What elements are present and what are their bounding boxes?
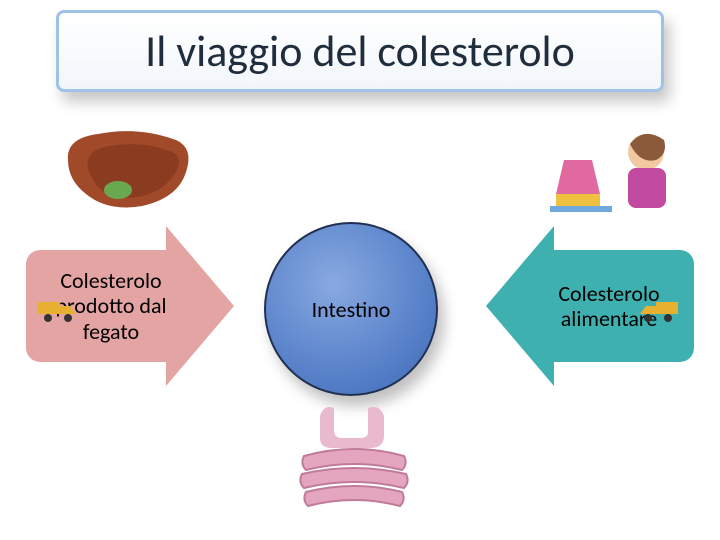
intestines-illustration — [284, 402, 424, 520]
person-eating-cake — [536, 124, 686, 220]
page-title: Il viaggio del colesterolo — [145, 24, 575, 78]
delivery-truck-icon — [636, 296, 680, 324]
title-box: Il viaggio del colesterolo — [56, 10, 664, 92]
center-node-label: Intestino — [312, 296, 391, 323]
center-node-intestine: Intestino — [264, 222, 438, 396]
liver-illustration — [58, 120, 198, 216]
delivery-truck-icon — [36, 296, 80, 324]
